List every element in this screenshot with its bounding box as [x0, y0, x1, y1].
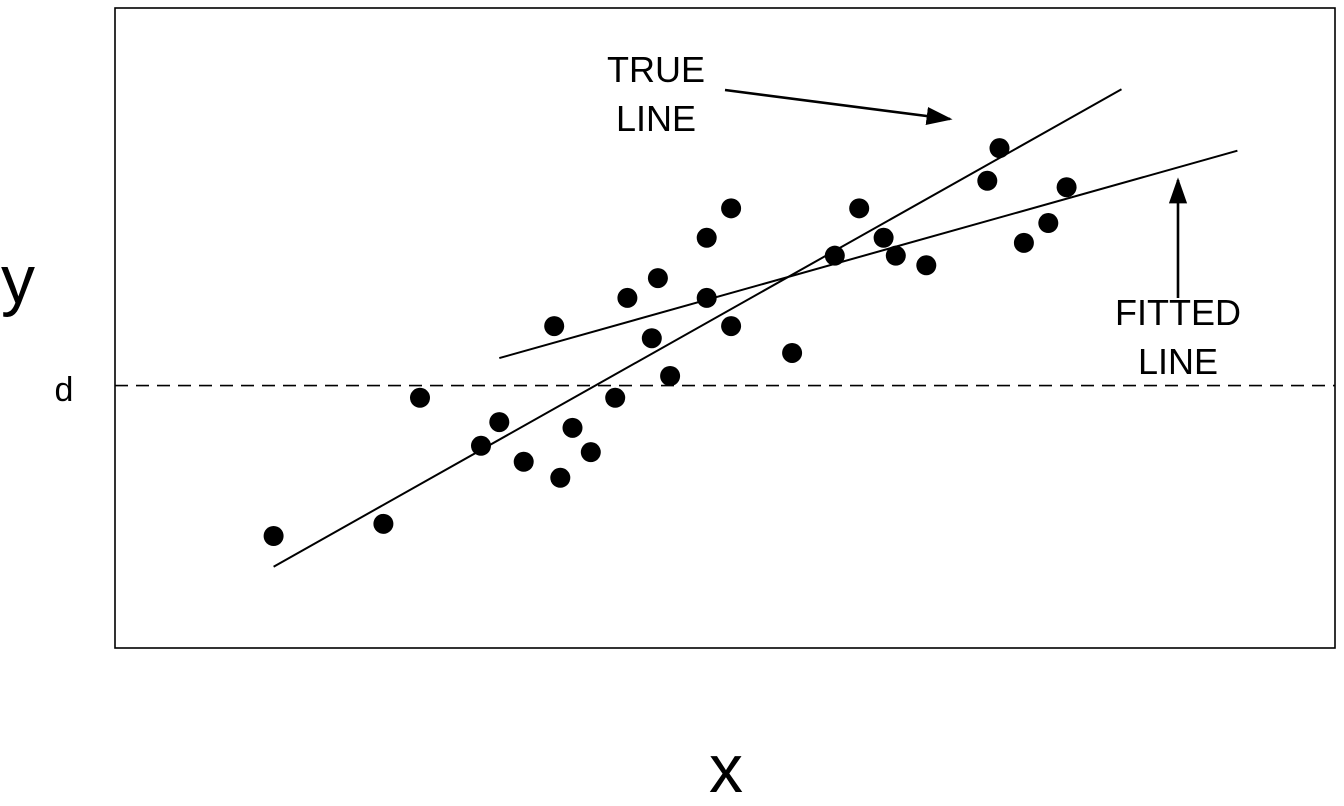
data-point: [849, 198, 870, 219]
x-axis-label: x: [709, 731, 743, 806]
fitted-line-annotation-line2: LINE: [1138, 341, 1218, 382]
true-line-annotation-line1: TRUE: [607, 49, 705, 90]
true-line-annotation-arrow: [724, 88, 953, 126]
data-point: [617, 287, 638, 308]
data-point: [696, 227, 717, 248]
data-point: [580, 442, 601, 463]
scatter-points: [263, 138, 1077, 546]
data-point: [916, 255, 937, 276]
data-point: [1013, 232, 1034, 253]
data-point: [977, 170, 998, 191]
true-line: [273, 88, 1122, 568]
data-point: [660, 366, 681, 386]
data-point: [696, 287, 717, 308]
data-point: [1038, 213, 1059, 234]
data-point: [721, 316, 742, 337]
data-point: [373, 513, 394, 534]
data-point: [782, 342, 803, 363]
fitted-line-annotation-line1: FITTED: [1115, 292, 1241, 333]
data-point: [824, 245, 845, 266]
data-point: [605, 387, 626, 408]
data-point: [489, 412, 510, 433]
data-point: [873, 227, 894, 248]
data-point: [550, 467, 571, 488]
data-point: [647, 268, 668, 289]
data-point: [513, 451, 534, 472]
data-point: [721, 198, 742, 219]
data-point: [1056, 177, 1077, 198]
data-point: [410, 387, 430, 408]
data-point: [263, 526, 284, 546]
data-point: [641, 328, 662, 349]
reference-line-label: d: [55, 371, 74, 409]
data-point: [885, 245, 906, 266]
y-axis-label: y: [1, 242, 35, 318]
data-point: [471, 435, 491, 456]
data-point: [544, 316, 565, 337]
data-point: [562, 417, 583, 438]
data-point: [989, 138, 1010, 159]
fitted-line: [499, 149, 1238, 360]
true-line-annotation-line2: LINE: [616, 98, 696, 139]
plot-frame: [114, 7, 1336, 649]
